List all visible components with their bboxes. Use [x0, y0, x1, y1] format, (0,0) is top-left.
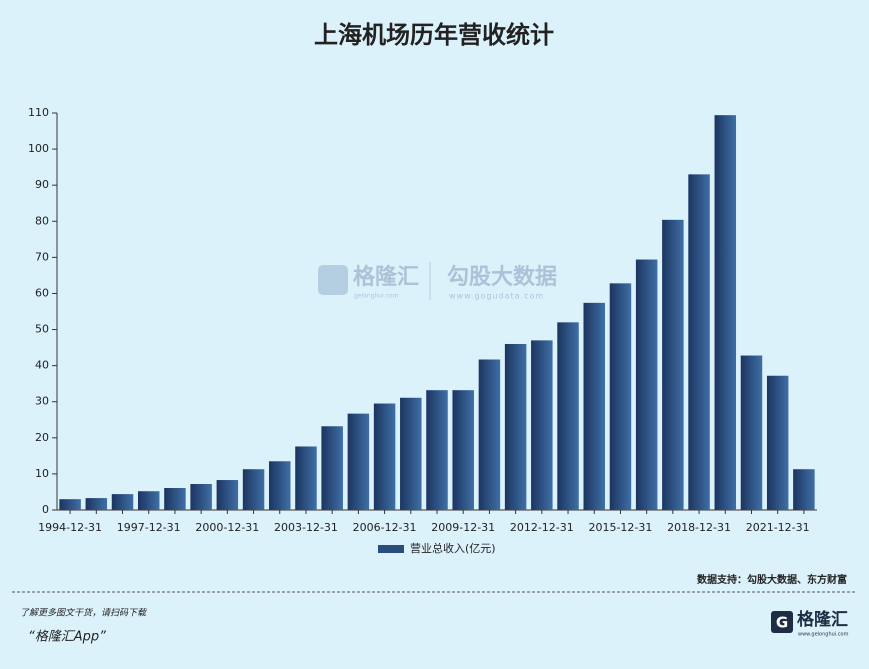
logo-icon [771, 611, 793, 633]
bar [688, 174, 710, 510]
bar [662, 219, 684, 510]
y-tick-label: 100 [28, 142, 49, 155]
x-tick-label: 1997-12-31 [117, 521, 181, 534]
x-tick-label: 2006-12-31 [353, 521, 417, 534]
chart-title: 上海机场历年营收统计 [314, 21, 554, 49]
y-tick-label: 0 [42, 503, 49, 516]
bar [242, 469, 265, 510]
y-tick-label: 20 [35, 431, 49, 444]
bar [714, 115, 737, 510]
bar [531, 340, 553, 510]
bar [400, 397, 422, 510]
logo-icon-letter: G [776, 614, 788, 632]
bar [269, 461, 291, 510]
y-tick-label: 50 [35, 323, 49, 336]
bar [504, 343, 527, 510]
bar [137, 491, 160, 510]
x-tick-label: 2021-12-31 [746, 521, 810, 534]
watermark-icon [318, 265, 348, 295]
bar [557, 322, 579, 510]
logo-url: www.gelonghui.com [798, 632, 849, 638]
watermark-brand: 格隆汇 [353, 264, 419, 290]
bar [85, 498, 108, 510]
y-tick-label: 80 [35, 214, 49, 227]
x-tick-label: 2003-12-31 [274, 521, 338, 534]
y-tick-label: 70 [35, 250, 49, 263]
bar [164, 487, 186, 510]
x-tick-label: 2012-12-31 [510, 521, 574, 534]
x-tick-label: 2000-12-31 [195, 521, 259, 534]
bar [426, 390, 448, 510]
y-tick-label: 30 [35, 395, 49, 408]
footer-app: “格隆汇App” [28, 630, 106, 645]
x-tick-label: 2018-12-31 [667, 521, 731, 534]
bar [216, 480, 239, 510]
bar [452, 390, 474, 510]
watermark: 格隆汇 gelonghui.com 勾股大数据 www.gogudata.com [318, 262, 557, 301]
bar [111, 494, 134, 510]
bar [478, 359, 501, 510]
footer-promo: 了解更多图文干货，请扫码下载 [20, 608, 147, 619]
watermark-partner-url: www.gogudata.com [449, 292, 544, 301]
legend-swatch [378, 545, 404, 553]
bar [766, 375, 789, 510]
bar [373, 403, 396, 510]
watermark-partner: 勾股大数据 [447, 264, 557, 290]
bar [321, 426, 343, 510]
y-tick-label: 60 [35, 286, 49, 299]
bar [347, 413, 370, 510]
watermark-brand-url: gelonghui.com [354, 293, 399, 300]
bar [793, 469, 815, 510]
y-tick-label: 90 [35, 178, 49, 191]
x-tick-label: 2015-12-31 [588, 521, 652, 534]
bar [583, 302, 605, 510]
logo-text: 格隆汇 [797, 609, 848, 630]
y-tick-label: 40 [35, 359, 49, 372]
bar [609, 283, 632, 510]
x-tick-label: 1994-12-31 [38, 521, 102, 534]
source: 数据支持：勾股大数据、东方财富 [697, 573, 847, 586]
bar [295, 446, 317, 510]
bar [190, 484, 212, 510]
y-tick-label: 10 [35, 467, 49, 480]
bar [59, 499, 81, 510]
x-tick-label: 2009-12-31 [431, 521, 495, 534]
legend-label: 营业总收入(亿元) [410, 541, 496, 555]
y-tick-label: 110 [28, 106, 49, 119]
bar [740, 355, 763, 510]
bar [635, 259, 658, 510]
footer-logo: G 格隆汇 www.gelonghui.com [771, 609, 849, 638]
